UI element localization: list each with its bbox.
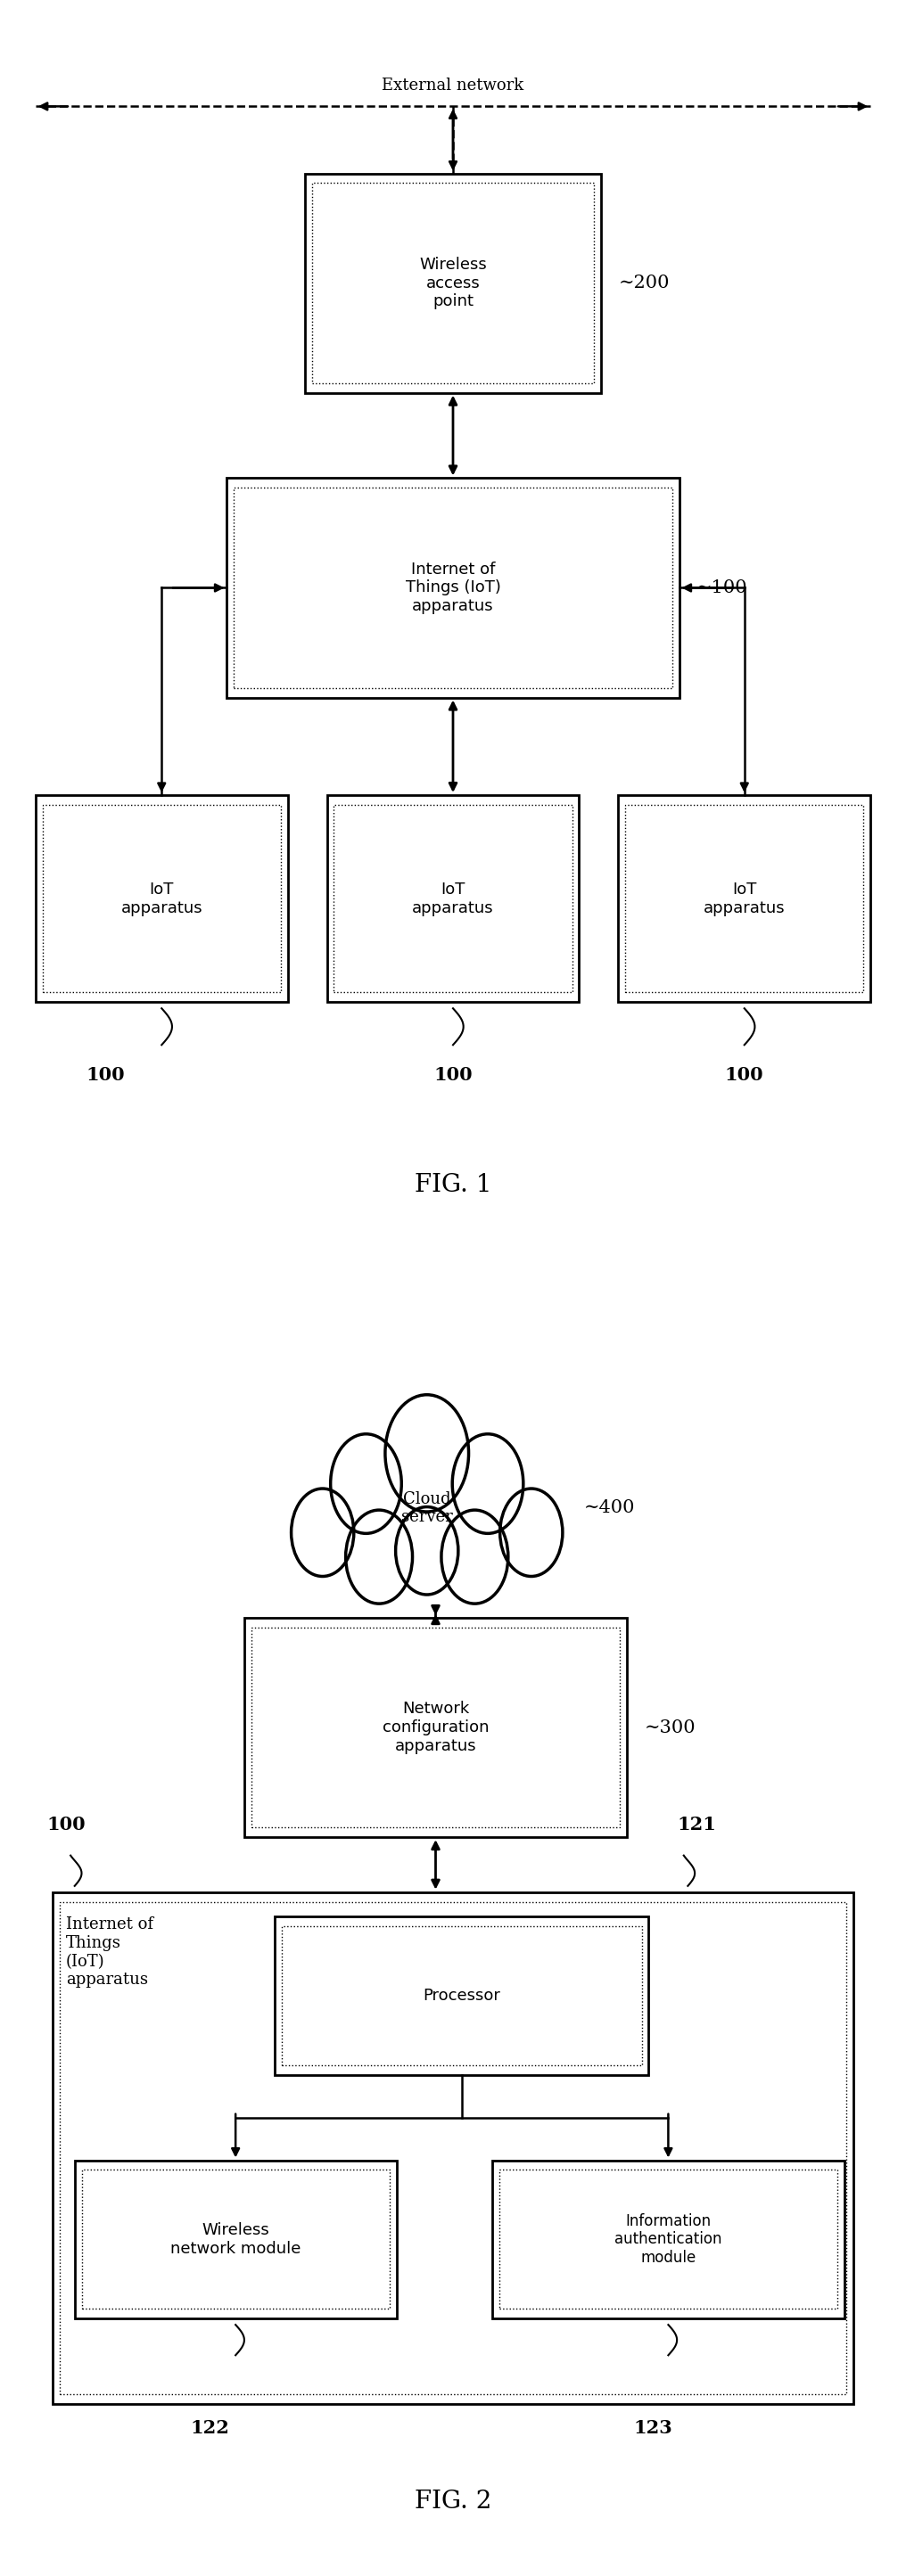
Circle shape — [331, 1435, 401, 1533]
Bar — [492, 2161, 844, 2318]
Bar — [226, 479, 680, 698]
Bar — [60, 1901, 846, 2393]
Text: 122: 122 — [190, 2419, 229, 2437]
Text: Wireless
network module: Wireless network module — [170, 2223, 301, 2257]
Bar — [327, 796, 579, 1002]
Text: IoT
apparatus: IoT apparatus — [704, 881, 786, 917]
Bar — [625, 804, 863, 992]
Circle shape — [291, 1489, 354, 1577]
Bar — [43, 804, 281, 992]
Bar — [35, 796, 288, 1002]
Bar — [234, 487, 672, 688]
Circle shape — [441, 1510, 508, 1605]
Bar — [305, 173, 601, 392]
Bar — [53, 1891, 853, 2403]
Bar — [618, 796, 871, 1002]
Bar — [333, 804, 573, 992]
Text: External network: External network — [382, 77, 524, 93]
Text: 121: 121 — [677, 1816, 716, 1834]
Text: Internet of
Things
(IoT)
apparatus: Internet of Things (IoT) apparatus — [66, 1917, 153, 1989]
Text: Processor: Processor — [423, 1989, 500, 2004]
Text: 123: 123 — [633, 2419, 672, 2437]
Text: Wireless
access
point: Wireless access point — [419, 258, 487, 309]
Text: Information
authentication
module: Information authentication module — [614, 2213, 722, 2267]
Bar — [312, 183, 594, 384]
Text: Network
configuration
apparatus: Network configuration apparatus — [382, 1700, 489, 1754]
Text: ∼100: ∼100 — [697, 580, 748, 595]
Bar — [275, 1917, 649, 2074]
Circle shape — [385, 1394, 468, 1512]
Text: 100: 100 — [434, 1066, 472, 1084]
Bar — [499, 2169, 837, 2308]
Text: ∼300: ∼300 — [644, 1718, 696, 1736]
Circle shape — [452, 1435, 524, 1533]
Circle shape — [500, 1489, 563, 1577]
Text: ∼200: ∼200 — [618, 276, 670, 291]
Bar — [245, 1618, 627, 1837]
Circle shape — [396, 1507, 458, 1595]
Text: 100: 100 — [46, 1816, 85, 1834]
Text: FIG. 2: FIG. 2 — [414, 2488, 492, 2514]
Bar — [82, 2169, 390, 2308]
Text: FIG. 1: FIG. 1 — [414, 1172, 492, 1198]
Circle shape — [346, 1510, 412, 1605]
Bar — [74, 2161, 397, 2318]
Text: Internet of
Things (IoT)
apparatus: Internet of Things (IoT) apparatus — [405, 562, 501, 616]
Text: 100: 100 — [725, 1066, 764, 1084]
Text: IoT
apparatus: IoT apparatus — [412, 881, 494, 917]
Text: IoT
apparatus: IoT apparatus — [120, 881, 202, 917]
Text: Cloud
server: Cloud server — [401, 1492, 453, 1525]
Bar — [251, 1628, 620, 1826]
Bar — [282, 1927, 641, 2066]
Text: ∼400: ∼400 — [583, 1499, 635, 1517]
Text: 100: 100 — [86, 1066, 124, 1084]
